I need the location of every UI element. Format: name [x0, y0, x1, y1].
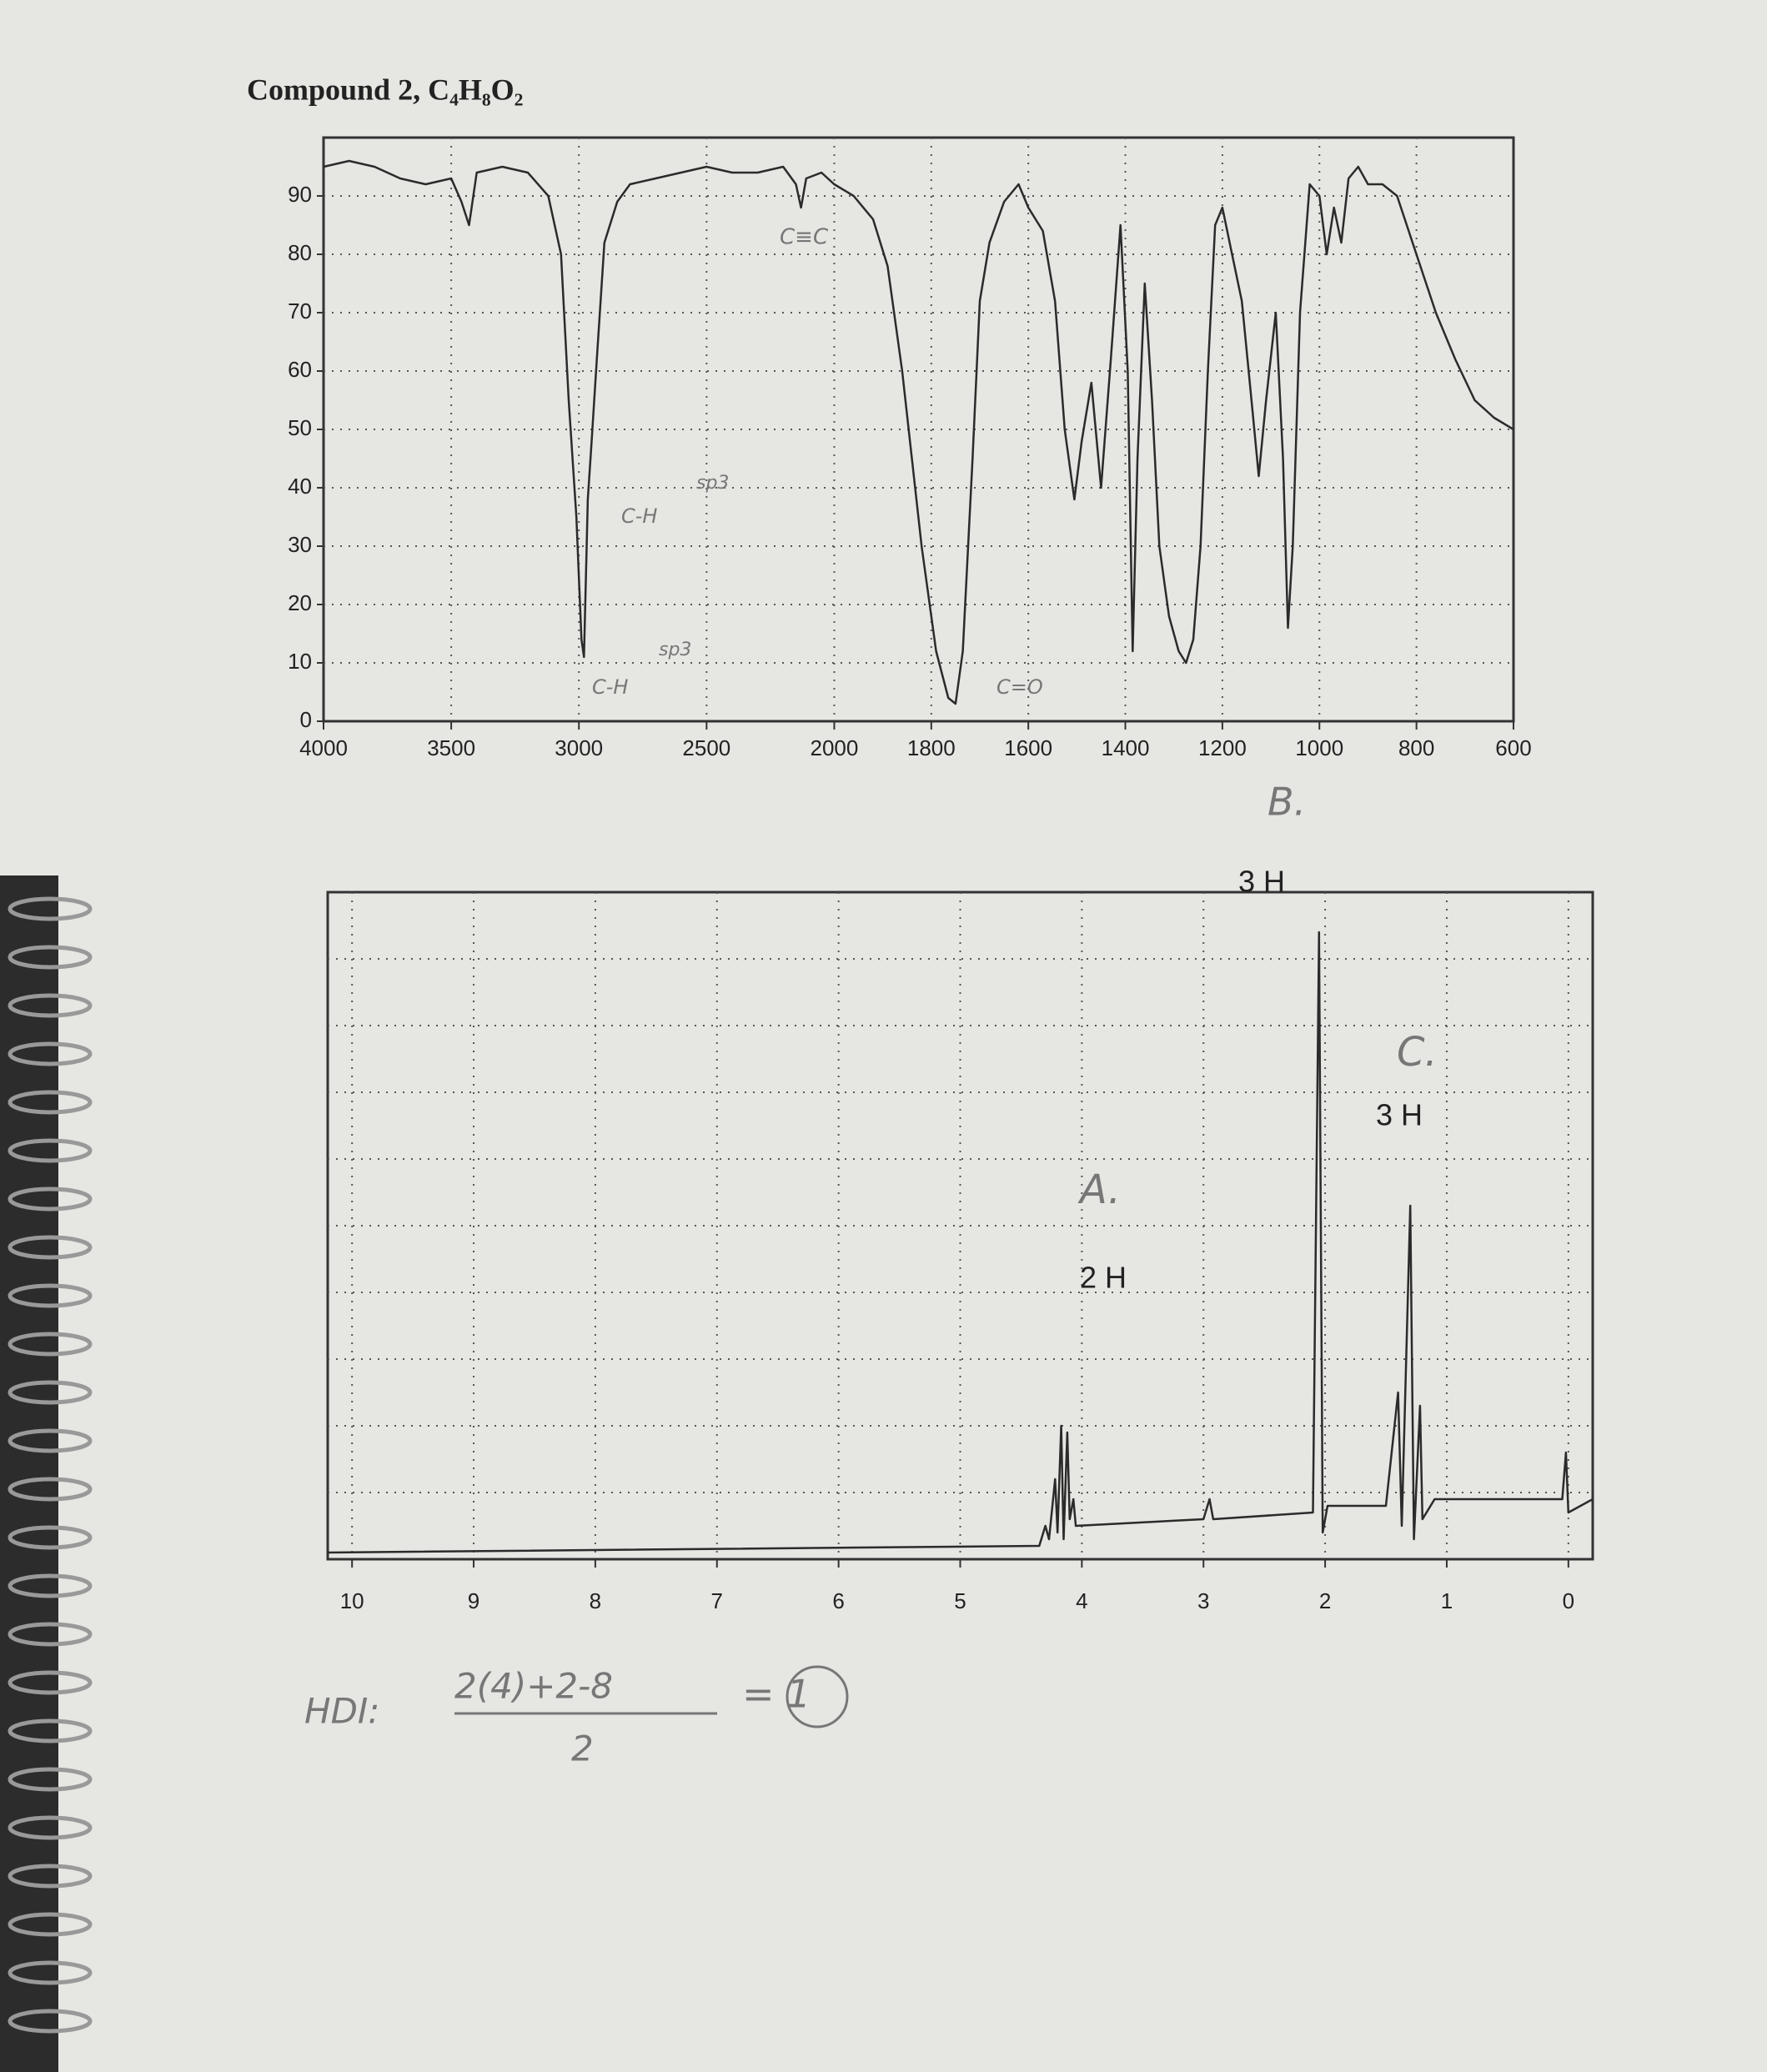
page-title: Compound 2, C₄H₈O₂: [247, 73, 523, 106]
x-tick-label: 7: [711, 1588, 723, 1613]
x-tick-label: 4000: [299, 735, 348, 760]
y-tick-label: 80: [288, 240, 312, 265]
hdi-work: HDI: 2(4)+2-8 2 = 1: [304, 1665, 849, 1769]
spiral-ring: [8, 1283, 93, 1308]
spiral-ring: [8, 1428, 93, 1453]
spiral-ring: [8, 1090, 93, 1115]
annotation: 2 H: [1080, 1261, 1127, 1295]
spiral-ring: [8, 1041, 93, 1066]
x-tick-label: 2: [1319, 1588, 1331, 1613]
x-tick-label: 9: [468, 1588, 479, 1613]
x-tick-label: 1400: [1102, 735, 1150, 760]
annotation: C.: [1397, 1029, 1438, 1076]
x-tick-label: 600: [1495, 735, 1531, 760]
spiral-ring: [8, 1187, 93, 1212]
annotation: 3 H: [1376, 1098, 1423, 1132]
x-tick-label: 2000: [811, 735, 859, 760]
spiral: [8, 896, 93, 2034]
x-tick-label: 10: [340, 1588, 364, 1613]
chart: 0 10 20 30 40 50 60 70 80 90 4000 3500 3000 2500 2000 1…: [288, 136, 1532, 760]
hdi-label: HDI:: [304, 1691, 379, 1732]
y-tick-label: 20: [288, 590, 312, 615]
annotation: sp3: [659, 640, 691, 660]
spiral-ring: [8, 2009, 93, 2034]
spectrum-line: [323, 159, 1514, 705]
x-tick-label: 6: [832, 1588, 844, 1613]
spiral-ring: [8, 1622, 93, 1647]
y-tick-label: 50: [288, 415, 312, 440]
spiral-ring: [8, 993, 93, 1018]
spiral-ring: [8, 1380, 93, 1405]
annotation: C≡C: [780, 225, 829, 250]
y-tick-label: 90: [288, 182, 312, 207]
annotation: C-H: [621, 504, 657, 528]
x-tick-label: 2500: [682, 735, 730, 760]
chart: 10 9 8 7 6 5 4 3 2 1 0A.2 HB.3 HC.3 H: [326, 780, 1594, 1613]
answer-circle: [786, 1665, 849, 1728]
spiral-ring: [8, 1864, 93, 1889]
x-tick-label: 3000: [555, 735, 603, 760]
spiral-ring: [8, 1767, 93, 1792]
annotation: C=O: [996, 675, 1043, 699]
spiral-ring: [8, 945, 93, 970]
x-tick-label: 1600: [1004, 735, 1052, 760]
y-tick-label: 40: [288, 474, 312, 499]
spiral-ring: [8, 1960, 93, 1985]
x-tick-label: 8: [590, 1588, 601, 1613]
spiral-ring: [8, 1332, 93, 1357]
y-tick-label: 70: [288, 299, 312, 324]
y-tick-label: 60: [288, 357, 312, 382]
spiral-ring: [8, 1670, 93, 1695]
hdi-denominator: 2: [571, 1728, 594, 1769]
x-tick-label: 800: [1398, 735, 1434, 760]
annotation: A.: [1077, 1166, 1121, 1213]
x-tick-label: 4: [1076, 1588, 1087, 1613]
x-tick-label: 1200: [1198, 735, 1247, 760]
annotation: 3 H: [1238, 865, 1285, 899]
x-tick-label: 5: [954, 1588, 966, 1613]
spiral-ring: [8, 1477, 93, 1502]
x-tick-label: 1: [1441, 1588, 1453, 1613]
spiral-ring: [8, 1718, 93, 1743]
hdi-numerator: 2(4)+2-8: [454, 1666, 613, 1707]
spiral-ring: [8, 1138, 93, 1163]
spiral-ring: [8, 1573, 93, 1598]
annotation: B.: [1268, 780, 1306, 825]
spiral-ring: [8, 896, 93, 921]
spiral-ring: [8, 1912, 93, 1937]
x-tick-label: 1800: [907, 735, 956, 760]
x-tick-label: 1000: [1295, 735, 1343, 760]
hdi-result: = 1: [742, 1672, 811, 1717]
annotation: C-H: [592, 675, 628, 699]
annotation: sp3: [696, 473, 729, 494]
spiral-ring: [8, 1235, 93, 1260]
y-tick-label: 0: [300, 707, 312, 732]
x-tick-label: 3: [1197, 1588, 1209, 1613]
x-tick-label: 3500: [427, 735, 475, 760]
x-tick-label: 0: [1563, 1588, 1574, 1613]
spectrum-line: [327, 931, 1594, 1554]
y-tick-label: 30: [288, 532, 312, 557]
spiral-ring: [8, 1525, 93, 1550]
y-tick-label: 10: [288, 649, 312, 674]
spiral-ring: [8, 1815, 93, 1840]
